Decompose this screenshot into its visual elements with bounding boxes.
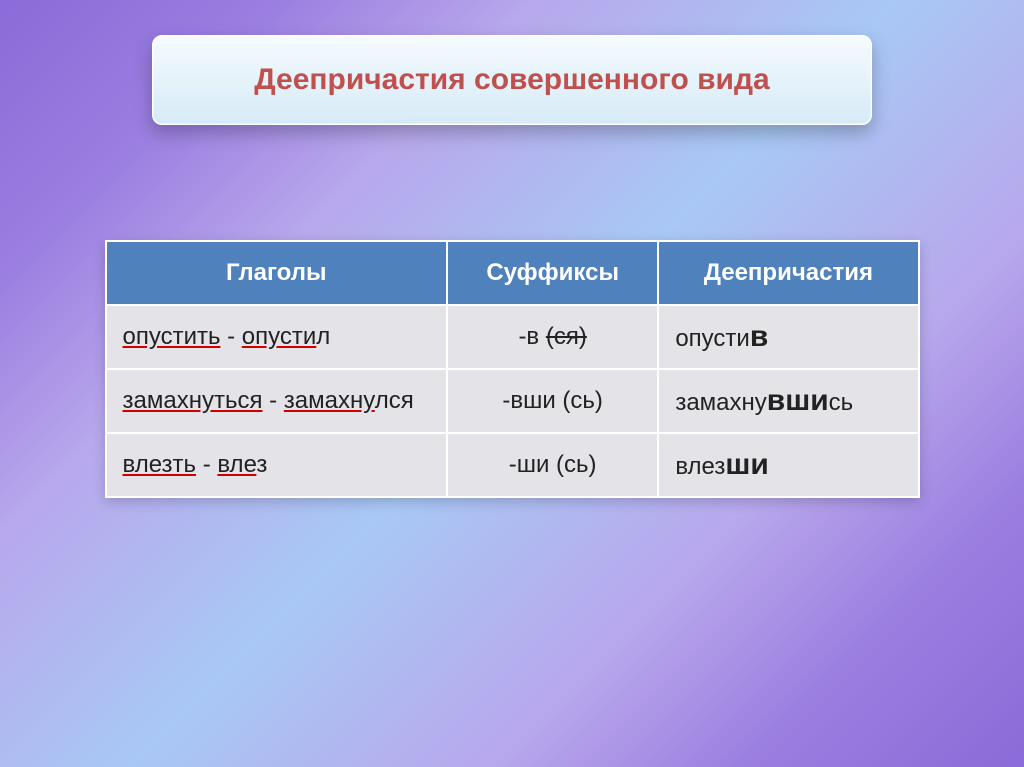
slide-title: Деепричастия совершенного вида — [254, 63, 769, 97]
col-header-suffix: Суффиксы — [447, 241, 658, 305]
verb-infinitive: влезть — [123, 451, 197, 478]
col-header-verb: Глаголы — [106, 241, 447, 305]
cell-verb: замахнуться - замахнулся — [106, 369, 447, 433]
suffix-main: -ши — [509, 451, 556, 478]
table-row: опустить - опустил-в (ся)опустив — [106, 305, 919, 369]
verb-past-stem: замахну — [284, 387, 375, 414]
cell-suffix: -ши (сь) — [447, 433, 658, 497]
dash: - — [220, 323, 241, 350]
cell-suffix: -в (ся) — [447, 305, 658, 369]
dee-suffix: в — [750, 320, 768, 353]
cell-deeprichastie: влезши — [658, 433, 918, 497]
col-header-dee: Деепричастия — [658, 241, 918, 305]
suffix-paren: (сь) — [562, 387, 603, 414]
dee-tail: сь — [829, 389, 854, 416]
verb-past-stem: вле — [217, 451, 256, 478]
table-row: замахнуться - замахнулся-вши (сь)замахну… — [106, 369, 919, 433]
verb-infinitive: опустить — [123, 323, 221, 350]
cell-verb: влезть - влез — [106, 433, 447, 497]
suffix-main: -в — [518, 323, 545, 350]
dee-stem: замахну — [675, 389, 766, 416]
table-row: влезть - влез-ши (сь)влезши — [106, 433, 919, 497]
suffix-paren: (сь) — [556, 451, 597, 478]
suffix-main: -вши — [502, 387, 562, 414]
verb-past-stem: опусти — [242, 323, 316, 350]
title-card: Деепричастия совершенного вида — [152, 35, 872, 125]
dee-stem: опусти — [675, 325, 749, 352]
cell-deeprichastie: замахнувшись — [658, 369, 918, 433]
suffix-paren: (ся) — [546, 323, 587, 350]
cell-verb: опустить - опустил — [106, 305, 447, 369]
table-header-row: Глаголы Суффиксы Деепричастия — [106, 241, 919, 305]
verb-past-tail: л — [316, 323, 330, 350]
dee-suffix: ши — [725, 448, 768, 481]
dash: - — [196, 451, 217, 478]
dash: - — [262, 387, 283, 414]
dee-stem: влез — [675, 453, 725, 480]
table-body: опустить - опустил-в (ся)опустивзамахнут… — [106, 305, 919, 497]
dee-suffix: вши — [767, 384, 829, 417]
cell-deeprichastie: опустив — [658, 305, 918, 369]
verb-past-tail: лся — [375, 387, 414, 414]
grammar-table: Глаголы Суффиксы Деепричастия опустить -… — [105, 240, 920, 498]
verb-past-tail: з — [256, 451, 267, 478]
verb-infinitive: замахнуться — [123, 387, 263, 414]
cell-suffix: -вши (сь) — [447, 369, 658, 433]
